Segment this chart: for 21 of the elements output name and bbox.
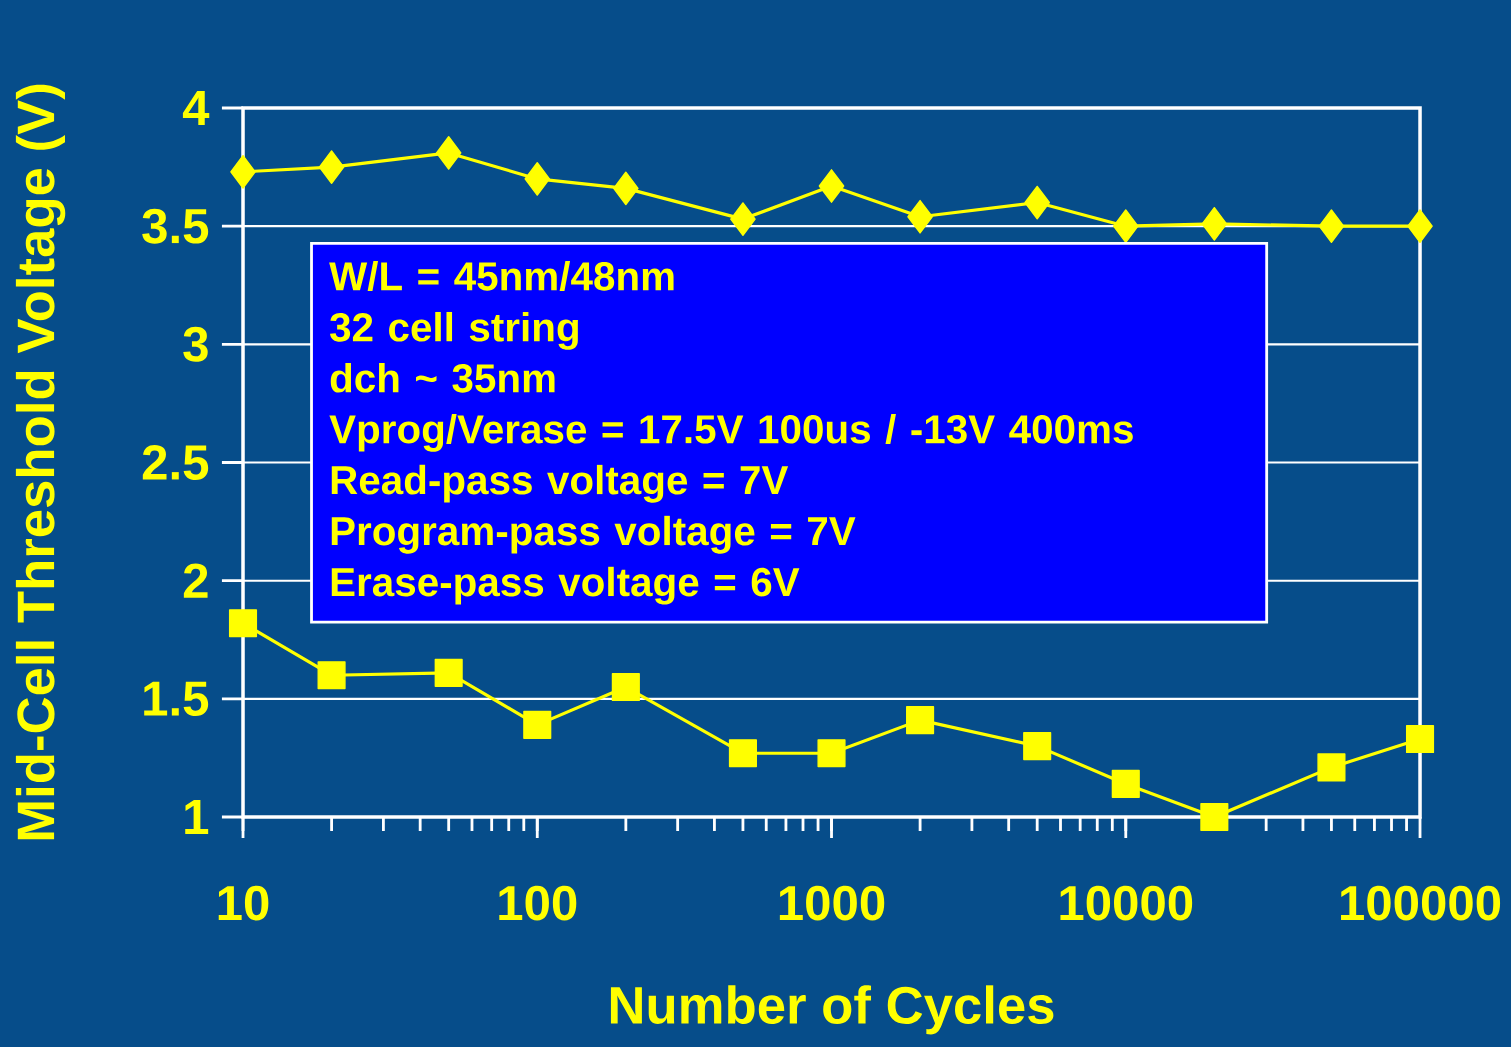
y-tick-label: 1.5 [144,681,209,717]
x-tick-label: 100 [499,885,577,921]
y-tick-label: 2.5 [142,445,209,480]
x-axis-title: Number of Cycles [610,985,1054,1035]
x-tick-label: 10 [218,885,269,921]
y-tick-label: 1 [185,800,209,834]
annotation: dch ~ 35nm [330,362,555,393]
annotation: Program-pass voltage = 7V [331,515,856,554]
y-tick-label: 2 [183,563,208,598]
annotation: Vprog/Verase = 17.5V 100us / -13V 400ms [329,413,1133,452]
y-axis-title: Mid-Cell Threshold Voltage (V) [15,84,66,840]
x-tick-label: 1000 [779,885,885,921]
x-tick-label: 100000 [1341,885,1501,921]
y-tick-label: 3.5 [142,208,209,244]
annotation: W/L = 45nm/48nm [329,261,674,292]
annotation: Erase-pass voltage = 6V [331,566,800,605]
y-tick-label: 3 [183,326,208,362]
y-tick-label: 4 [182,91,210,125]
annotation: 32 cell string [330,311,578,350]
x-tick-label: 10000 [1060,885,1193,921]
annotation: Read-pass voltage = 7V [331,464,789,503]
